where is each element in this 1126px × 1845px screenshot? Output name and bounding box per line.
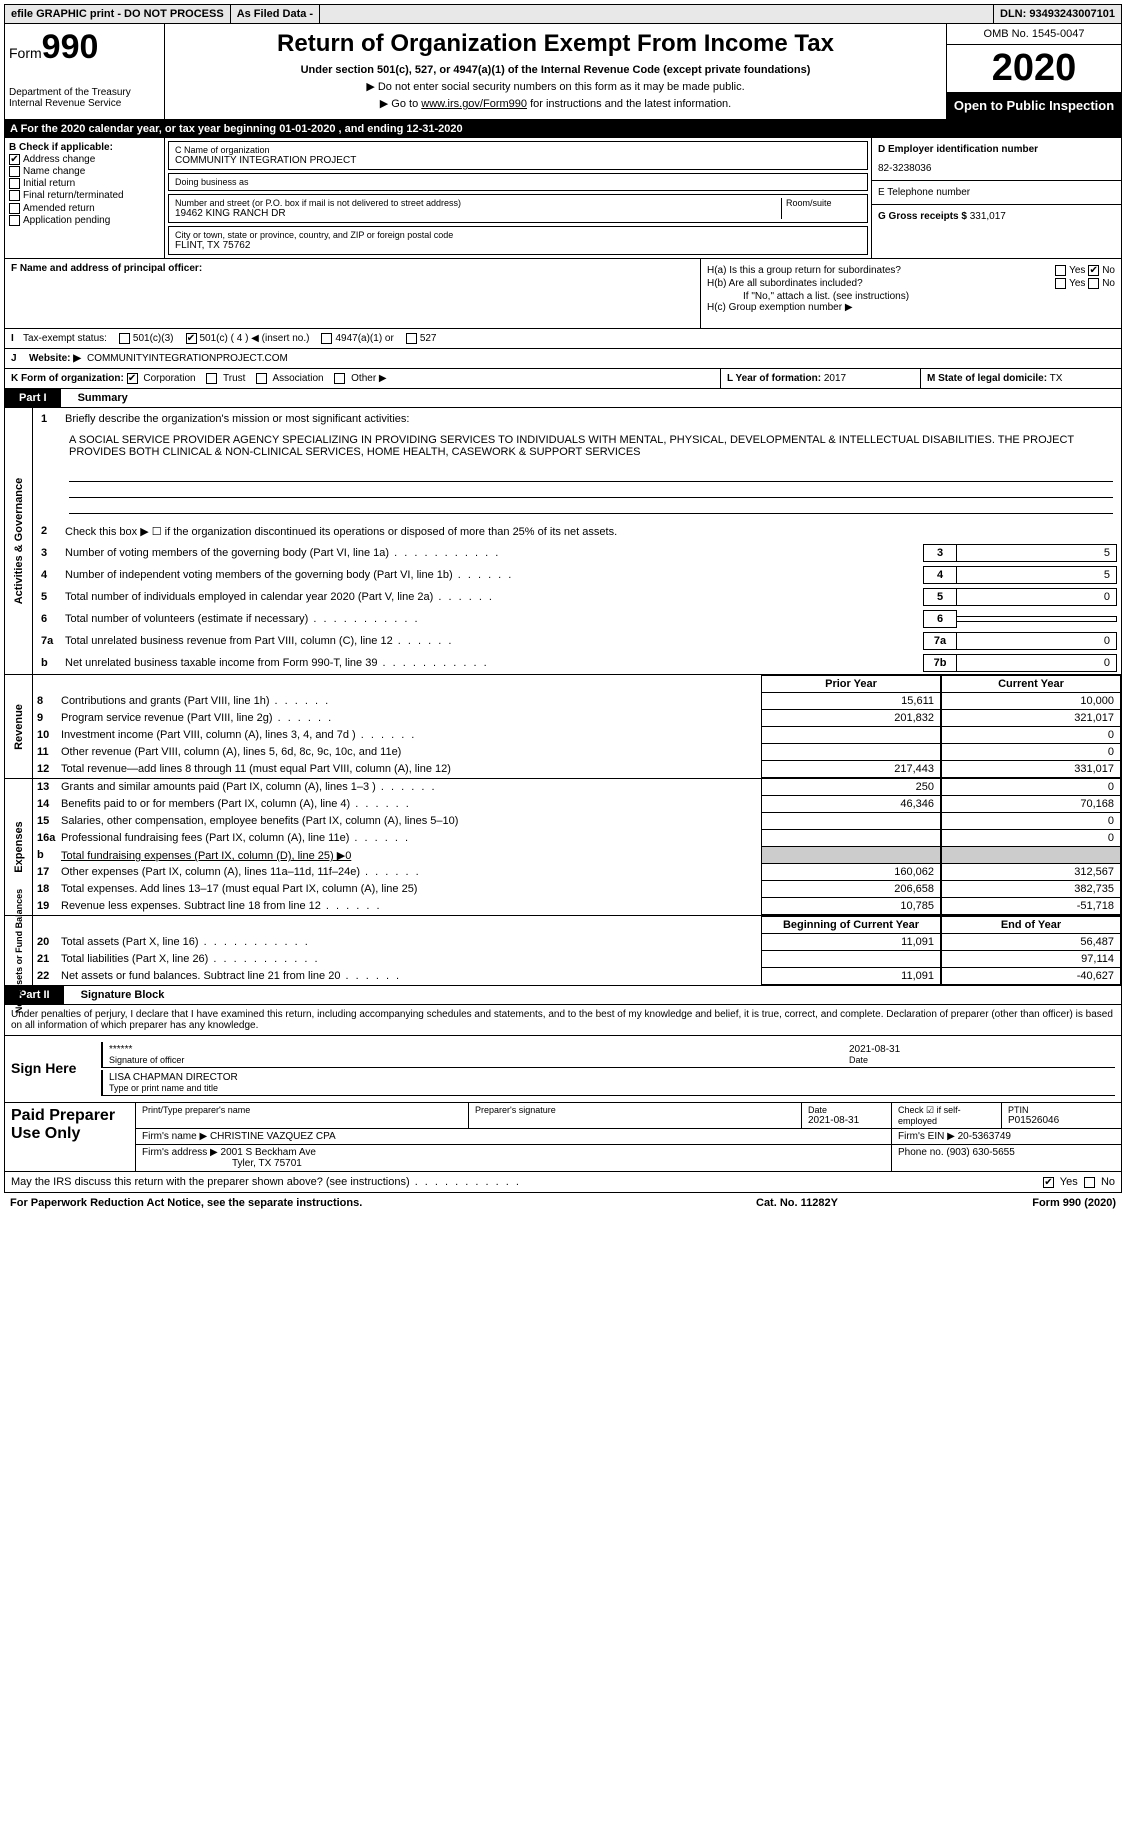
firm-name: CHRISTINE VAZQUEZ CPA	[210, 1131, 336, 1142]
section-b-c-d: B Check if applicable: Address change Na…	[4, 138, 1122, 259]
line3-val: 5	[957, 544, 1117, 562]
row-f-h: F Name and address of principal officer:…	[4, 259, 1122, 329]
netassets-section: Net Assets or Fund Balances Beginning of…	[4, 916, 1122, 986]
open-inspection: Open to Public Inspection	[947, 92, 1121, 119]
org-name: COMMUNITY INTEGRATION PROJECT	[175, 155, 861, 166]
col-b: B Check if applicable: Address change Na…	[5, 138, 165, 258]
cb-amended[interactable]: Amended return	[9, 203, 160, 214]
form-sub1: Under section 501(c), 527, or 4947(a)(1)…	[171, 64, 940, 76]
form-number: 990	[42, 28, 99, 66]
hb-yes[interactable]	[1055, 278, 1066, 289]
topbar: efile GRAPHIC print - DO NOT PROCESS As …	[4, 4, 1122, 24]
sign-here: Sign Here ******Signature of officer2021…	[4, 1036, 1122, 1103]
efile-label: efile GRAPHIC print - DO NOT PROCESS	[5, 5, 231, 23]
row-j: J Website: ▶ COMMUNITYINTEGRATIONPROJECT…	[4, 349, 1122, 369]
cb-app-pending[interactable]: Application pending	[9, 215, 160, 226]
line5-val: 0	[957, 588, 1117, 606]
row-k: K Form of organization: Corporation Trus…	[4, 369, 1122, 389]
discuss-yes[interactable]	[1043, 1177, 1054, 1188]
dln-label: DLN: 93493243007101	[993, 5, 1121, 23]
form-sub3: ▶ Go to www.irs.gov/Form990 for instruct…	[171, 97, 940, 110]
part2-header: Part II Signature Block	[4, 986, 1122, 1005]
dept-label: Department of the Treasury Internal Reve…	[9, 87, 160, 109]
form-prefix: Form	[9, 45, 42, 61]
street: 19462 KING RANCH DR	[175, 208, 781, 219]
year-formation: 2017	[824, 373, 846, 384]
cb-initial-return[interactable]: Initial return	[9, 178, 160, 189]
line4-val: 5	[957, 566, 1117, 584]
cb-trust[interactable]	[206, 373, 217, 384]
website: COMMUNITYINTEGRATIONPROJECT.COM	[87, 353, 288, 364]
cb-address-change[interactable]: Address change	[9, 154, 160, 165]
row-i: I Tax-exempt status: 501(c)(3) 501(c) ( …	[4, 329, 1122, 349]
cb-name-change[interactable]: Name change	[9, 166, 160, 177]
cb-501c[interactable]	[186, 333, 197, 344]
line6-val	[957, 616, 1117, 622]
part1-header: Part I Summary	[4, 389, 1122, 408]
hb-no[interactable]	[1088, 278, 1099, 289]
ein: 82-3238036	[878, 163, 1115, 174]
form990-link[interactable]: www.irs.gov/Form990	[421, 98, 527, 110]
form-sub2: ▶ Do not enter social security numbers o…	[171, 80, 940, 93]
cb-final-return[interactable]: Final return/terminated	[9, 190, 160, 201]
expenses-section: Expenses 13Grants and similar amounts pa…	[4, 779, 1122, 916]
tax-year: 2020	[947, 45, 1121, 92]
form-title: Return of Organization Exempt From Incom…	[171, 30, 940, 58]
governance-section: Activities & Governance 1Briefly describ…	[4, 408, 1122, 675]
paid-preparer: Paid Preparer Use Only Print/Type prepar…	[4, 1103, 1122, 1172]
row-a: A For the 2020 calendar year, or tax yea…	[4, 120, 1122, 138]
ha-no[interactable]	[1088, 265, 1099, 276]
state-domicile: TX	[1050, 373, 1063, 384]
discuss-row: May the IRS discuss this return with the…	[4, 1172, 1122, 1193]
cb-other[interactable]	[334, 373, 345, 384]
perjury: Under penalties of perjury, I declare th…	[4, 1005, 1122, 1036]
form-footer: Form 990 (2020)	[956, 1197, 1116, 1209]
form-header: Form990 Department of the Treasury Inter…	[4, 24, 1122, 120]
omb-label: OMB No. 1545-0047	[947, 24, 1121, 45]
officer-name: LISA CHAPMAN DIRECTOR	[109, 1072, 1109, 1083]
col-c: C Name of organization COMMUNITY INTEGRA…	[165, 138, 871, 258]
cb-assoc[interactable]	[256, 373, 267, 384]
ha-yes[interactable]	[1055, 265, 1066, 276]
mission: A SOCIAL SERVICE PROVIDER AGENCY SPECIAL…	[33, 430, 1121, 462]
line7b-val: 0	[957, 654, 1117, 672]
city: FLINT, TX 75762	[175, 240, 861, 251]
cb-corp[interactable]	[127, 373, 138, 384]
gross-receipts: 331,017	[970, 211, 1006, 222]
asfiled-label: As Filed Data -	[231, 5, 320, 23]
cb-501c3[interactable]	[119, 333, 130, 344]
discuss-no[interactable]	[1084, 1177, 1095, 1188]
line7a-val: 0	[957, 632, 1117, 650]
col-d: D Employer identification number 82-3238…	[871, 138, 1121, 258]
revenue-section: Revenue Prior YearCurrent Year 8Contribu…	[4, 675, 1122, 779]
cb-4947[interactable]	[321, 333, 332, 344]
cb-527[interactable]	[406, 333, 417, 344]
